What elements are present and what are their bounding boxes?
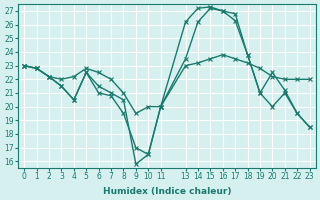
X-axis label: Humidex (Indice chaleur): Humidex (Indice chaleur) xyxy=(103,187,231,196)
